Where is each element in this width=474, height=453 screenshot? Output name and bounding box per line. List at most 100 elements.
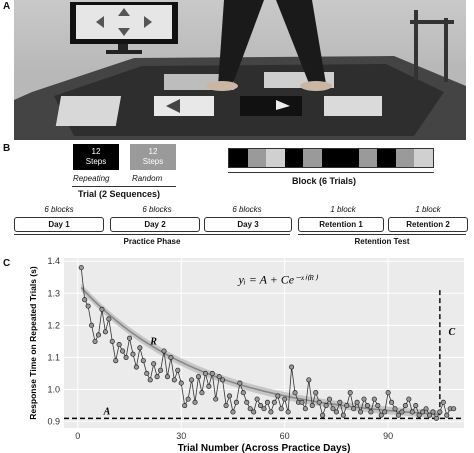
data-point [371,396,377,402]
data-point [289,364,295,370]
data-point [382,409,388,415]
data-point [199,390,205,396]
block-segment [358,149,378,167]
data-point [216,374,222,380]
data-point [106,316,112,322]
data-point [347,390,353,396]
day1-count: 6 blocks [44,205,74,214]
data-point [78,265,84,271]
data-point [278,406,284,412]
data-point [320,412,326,418]
data-point [409,409,415,415]
data-point [147,377,153,383]
data-point [292,390,298,396]
data-point [158,367,164,373]
data-point [344,402,350,409]
data-point [209,370,215,377]
data-point [168,354,174,360]
data-point [416,412,422,418]
data-point [413,402,419,409]
retention-test-bracket [298,234,466,235]
data-point [351,406,357,412]
block-segment [303,149,322,167]
data-point [375,402,381,409]
data-point [326,396,333,402]
y-tick-label: 1.3 [47,288,60,298]
block-segment [247,149,267,167]
data-point [406,396,412,402]
day2-box: Day 2 [110,217,200,232]
fit-confidence-band [81,283,440,419]
data-point [230,409,236,415]
data-point [261,406,267,412]
data-point [182,402,188,409]
data-point [444,412,450,418]
block-label: Block (6 Trials) [292,176,357,186]
practice-phase-bracket [14,234,290,235]
data-point [385,390,391,396]
data-point [202,370,208,377]
x-tick-label: 30 [176,431,186,441]
data-point [378,412,384,418]
data-point [161,348,167,354]
data-point [423,406,429,412]
fit-equation: yᵢ = A + Ce⁻ˣⁱ⁽ᴿ⁾ [237,273,318,287]
block-segment [284,149,304,167]
block-segment [395,149,415,167]
data-point [285,409,291,415]
y-tick-label: 1.1 [47,352,60,362]
data-point [358,409,364,415]
data-point [175,367,181,373]
data-point [364,402,370,409]
data-point [178,380,184,386]
data-point [402,402,408,409]
random-sequence-box: 12 Steps [130,144,176,170]
data-point [333,409,339,415]
retention1-count: 1 block [330,205,356,214]
data-point [164,374,170,380]
y-tick-label: 0.9 [47,417,60,427]
data-point [130,351,136,357]
data-point [440,399,446,405]
practice-phase-label: Practice Phase [123,237,181,246]
data-point [137,345,143,351]
data-point [395,412,402,418]
data-point [426,412,433,418]
data-point [340,412,346,418]
data-point [275,393,281,399]
random-steps-count: 12 [148,147,158,156]
data-point [185,396,191,402]
data-point [126,335,133,341]
data-point [330,406,336,412]
block-segment [229,149,248,167]
random-caption: Random [132,174,163,183]
response-time-chart: 0.9 1.0 1.1 1.2 1.3 1.4 0 30 60 90 Trial Number (A… [28,256,464,453]
retention2-count: 1 block [415,205,441,214]
data-point [368,409,374,415]
data-point [237,380,243,386]
data-point [247,406,253,412]
data-point [240,390,246,396]
x-tick-label: 0 [75,431,80,441]
task-photo [14,0,466,140]
x-tick-label: 60 [280,431,290,441]
data-point [268,409,274,415]
data-point [258,402,264,409]
block-segment [414,149,434,167]
day2-count: 6 blocks [142,205,172,214]
data-point [302,406,308,412]
retention-test-label: Retention Test [354,237,410,246]
annotation-a: A [103,406,111,417]
arrow-left-icon [166,99,180,113]
arrow-right-icon [276,100,290,110]
annotation-c: C [448,327,455,338]
annotation-r: R [149,337,157,348]
data-point [244,399,250,405]
y-tick-label: 1.2 [47,320,60,330]
data-point [144,370,150,377]
block-sequence-bar [228,148,434,168]
data-point [189,377,195,383]
data-point [151,361,157,367]
data-point [171,377,177,383]
data-point [309,402,315,409]
